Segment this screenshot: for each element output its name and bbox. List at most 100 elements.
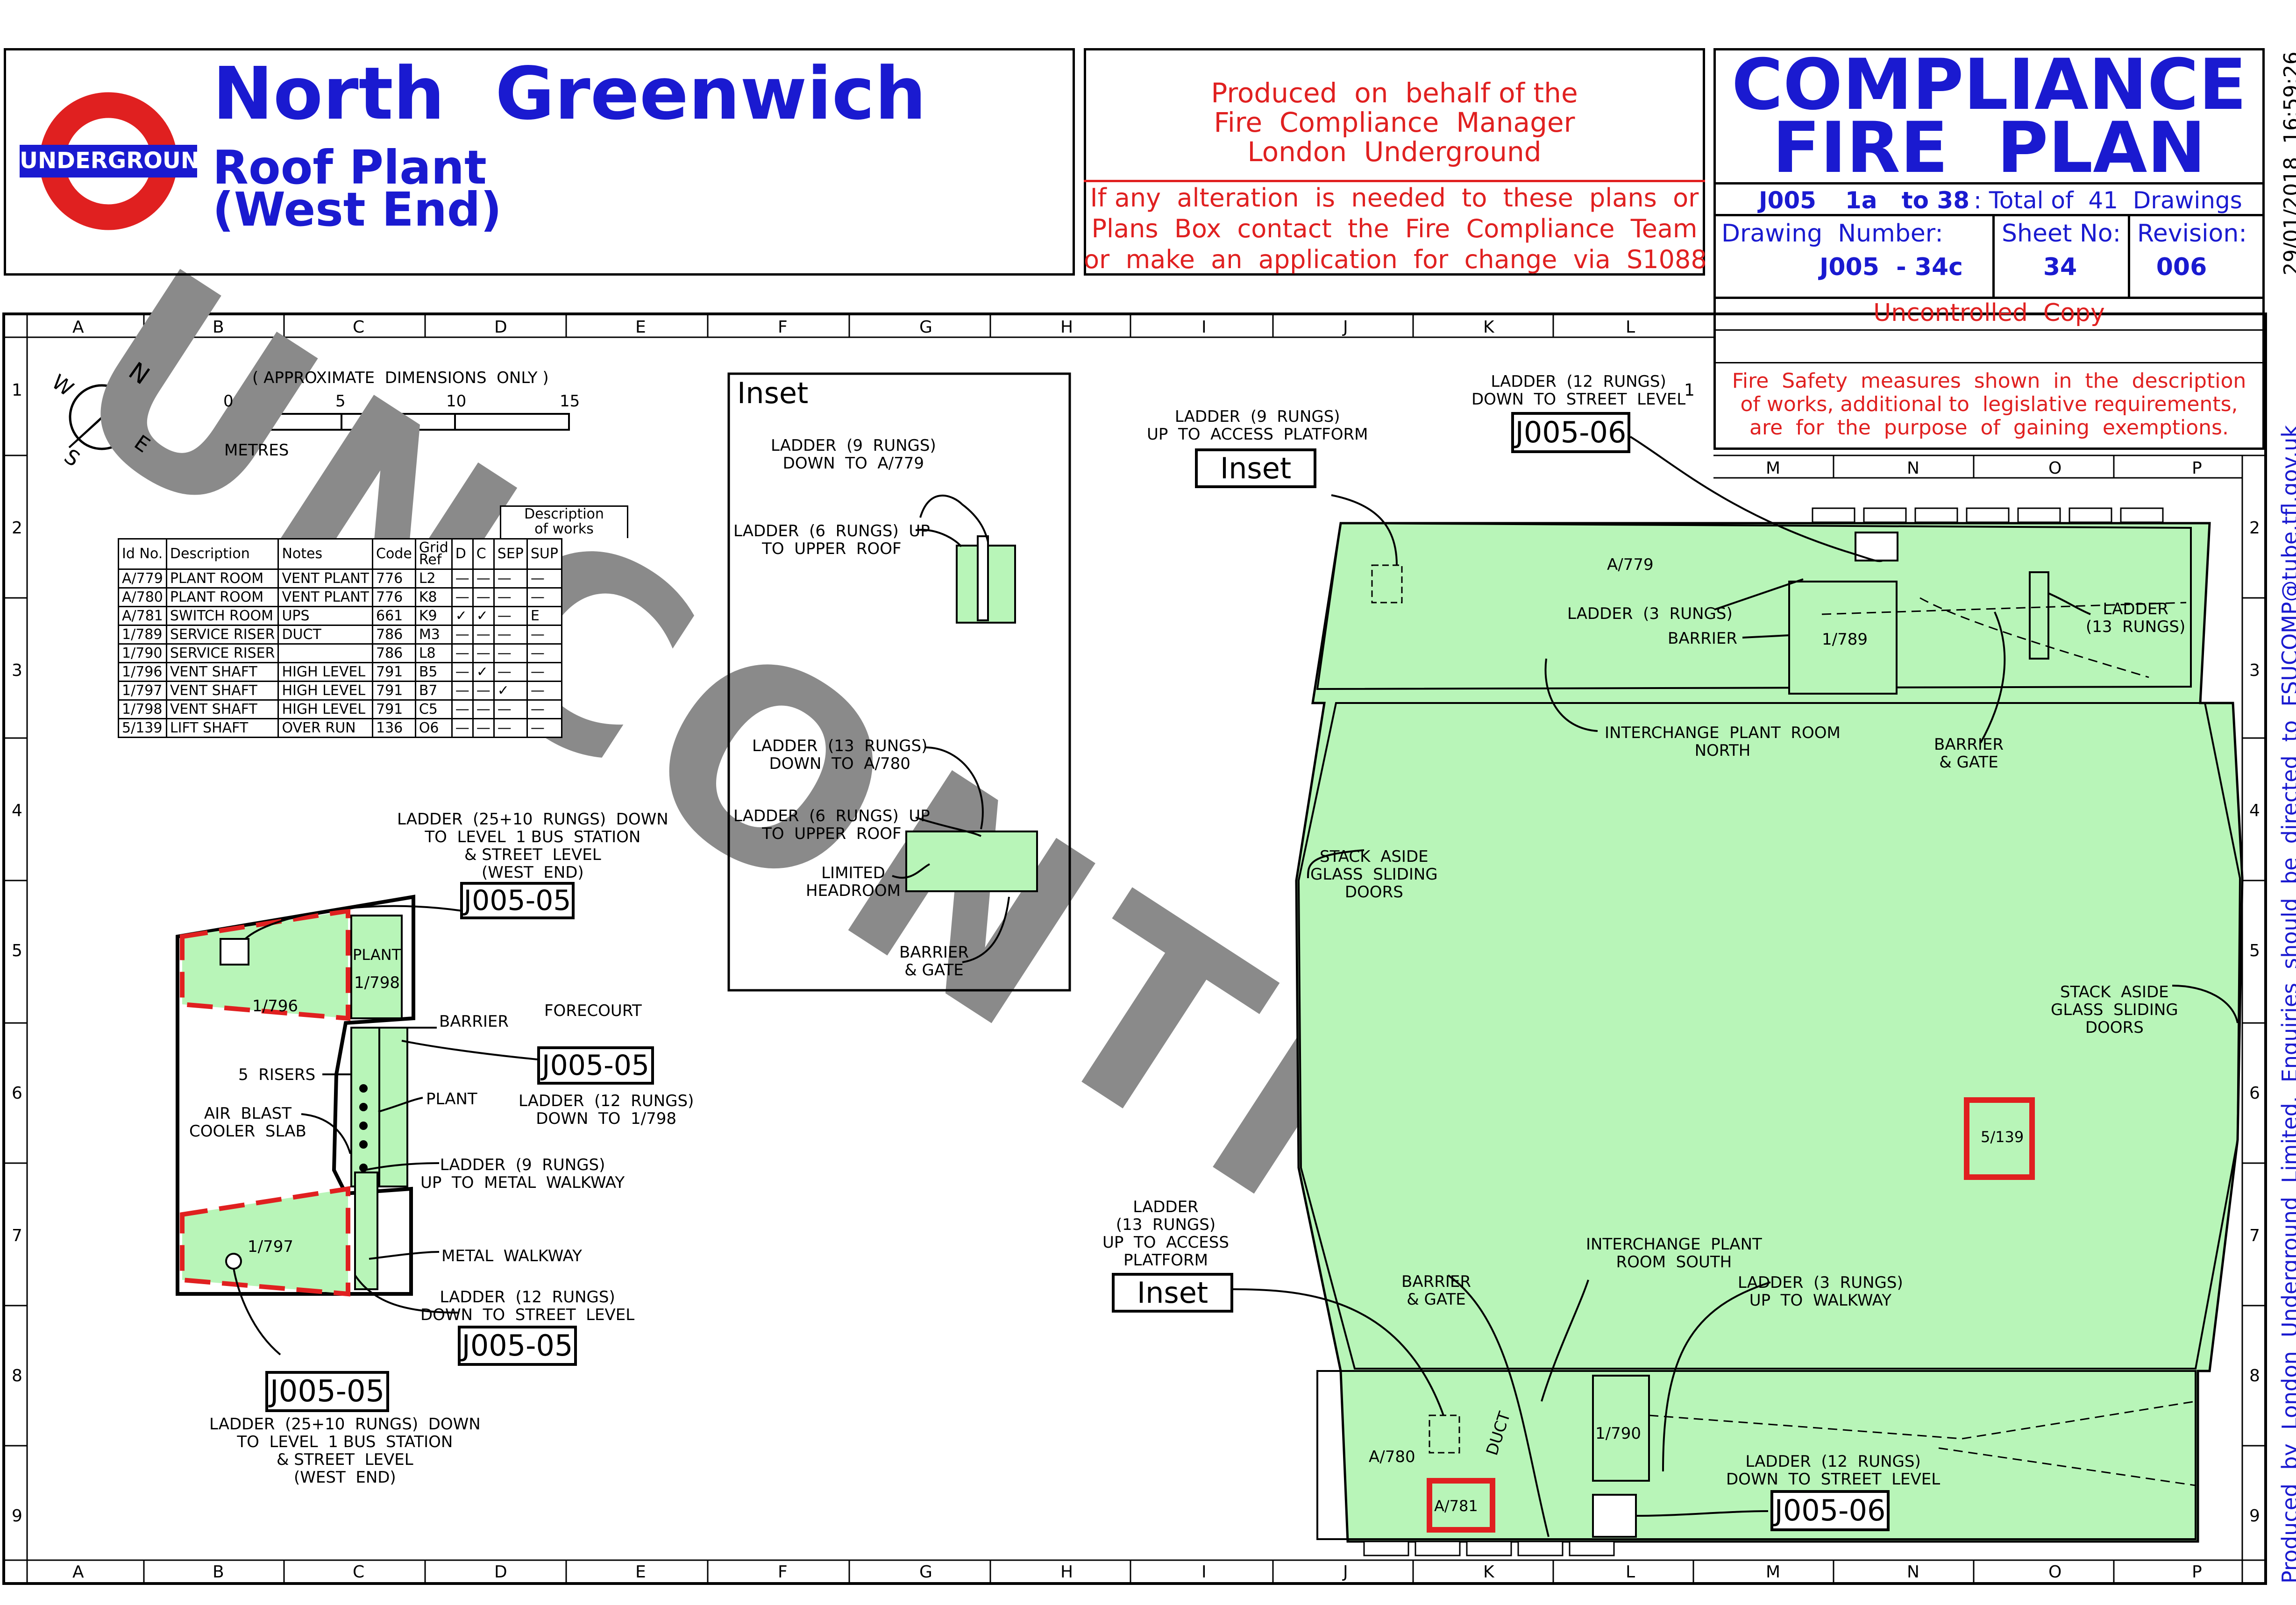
inset-details xyxy=(892,494,1038,963)
grid-row-right-8: 8 xyxy=(2249,1366,2260,1385)
table-cell: — xyxy=(472,568,495,589)
table-cell: — xyxy=(451,587,474,607)
revision-number: 006 xyxy=(2156,253,2207,281)
grid-row-left-6: 6 xyxy=(12,1084,22,1103)
subtitle-line2: (West End) xyxy=(213,182,502,237)
table-cell: VENT SHAFT xyxy=(165,662,279,682)
plan-title-block xyxy=(1713,48,2265,450)
table-cell: A/779 xyxy=(118,568,167,589)
description-header: Description of works xyxy=(500,505,628,538)
produced-block xyxy=(1084,48,1705,276)
ref-j005-06-bottom[interactable]: J005-06 xyxy=(1770,1490,1890,1531)
table-cell: K8 xyxy=(414,587,453,607)
grid-col-bottom-M: M xyxy=(1766,1562,1781,1582)
series-total: : Total of 41 Drawings xyxy=(1974,187,2242,214)
grid-col-top-E: E xyxy=(635,318,646,337)
inset-limited-headroom: LIMITED HEADROOM xyxy=(806,864,901,900)
sheet-label: Sheet No: xyxy=(2002,220,2121,248)
station-name: North Greenwich xyxy=(213,51,926,136)
air-blast-label: AIR BLAST COOLER SLAB xyxy=(189,1104,306,1141)
drawing-number: J005 - 34c xyxy=(1820,253,1963,281)
grid-col-top-I: I xyxy=(1201,318,1207,337)
room-1-790: 1/790 xyxy=(1595,1424,1641,1443)
title-vdiv-1 xyxy=(1992,214,1995,297)
table-cell: VENT SHAFT xyxy=(165,699,279,719)
table-cell: 776 xyxy=(372,587,416,607)
table-cell: — xyxy=(526,699,562,719)
table-cell: 1/798 xyxy=(118,699,167,719)
table-row: A/780 PLANT ROOM VENT PLANT 776 K8— — — — xyxy=(118,587,562,607)
metal-walkway-label: METAL WALKWAY xyxy=(441,1247,582,1265)
scale-tick-15: 15 xyxy=(560,392,580,411)
grid-col-bottom-K: K xyxy=(1483,1562,1494,1582)
table-cell: — xyxy=(493,662,528,682)
table-cell: — xyxy=(526,643,562,663)
grid-col-bottom-C: C xyxy=(353,1562,365,1582)
grid-row-right-2: 2 xyxy=(2249,518,2260,538)
table-cell: — xyxy=(526,587,562,607)
grid-col-top-D: D xyxy=(494,318,507,337)
inset-ladder-6-bottom: LADDER (6 RUNGS) UP TO UPPER ROOF xyxy=(733,807,930,843)
room-a-781: A/781 xyxy=(1434,1497,1478,1515)
barrier-gate-north: BARRIER & GATE xyxy=(1934,735,2004,772)
grid-col-bottom-P: P xyxy=(2192,1562,2202,1582)
scale-tick-0: 0 xyxy=(223,392,234,411)
grid-col-bottom-I: I xyxy=(1201,1562,1207,1582)
ref-j005-06-top[interactable]: J005-06 xyxy=(1511,412,1630,453)
produced-divider xyxy=(1084,180,1705,182)
ladder-13-east: LADDER (13 RUNGS) xyxy=(2086,600,2186,636)
table-cell: 661 xyxy=(372,606,416,626)
title-block-station xyxy=(4,48,1075,276)
table-cell: — xyxy=(451,625,474,645)
interchange-north-label: INTERCHANGE PLANT ROOM NORTH xyxy=(1605,724,1841,760)
table-cell: 136 xyxy=(372,718,416,738)
table-cell: 5/139 xyxy=(118,718,167,738)
table-cell: SERVICE RISER xyxy=(165,625,279,645)
stack-aside-right: STACK ASIDE GLASS SLIDING DOORS xyxy=(2051,983,2178,1037)
forecourt-label: FORECOURT xyxy=(544,1001,642,1020)
table-cell: ✓ xyxy=(451,606,474,626)
table-header-cell: D xyxy=(451,538,474,570)
table-cell: — xyxy=(472,625,495,645)
table-header-cell: Code xyxy=(372,538,416,570)
table-cell: — xyxy=(493,718,528,738)
table-cell: — xyxy=(472,718,495,738)
lift-5-139: 5/139 xyxy=(1981,1128,2024,1146)
ref-j005-05-top[interactable]: J005-05 xyxy=(460,882,575,919)
table-header-cell: SEP xyxy=(493,538,528,570)
ladder-13-access: LADDER (13 RUNGS) UP TO ACCESS PLATFORM xyxy=(1102,1198,1229,1270)
table-cell: VENT SHAFT xyxy=(165,681,279,701)
plan-title-line1: COMPLIANCE xyxy=(1731,44,2247,126)
ladder-12-to-798: LADDER (12 RUNGS) DOWN TO 1/798 xyxy=(519,1092,694,1128)
table-row: A/781 SWITCH ROOM UPS 661 K9 ✓ ✓ — E xyxy=(118,606,562,626)
sheet-number: 34 xyxy=(2043,253,2077,281)
table-cell: C5 xyxy=(414,699,453,719)
table-cell: — xyxy=(526,681,562,701)
inset-ladder-9: LADDER (9 RUNGS) DOWN TO A/779 xyxy=(771,436,936,473)
ref-j005-05-right[interactable]: J005-05 xyxy=(458,1326,577,1366)
produced-line2: Fire Compliance Manager xyxy=(1214,107,1575,138)
table-cell: A/780 xyxy=(118,587,167,607)
table-cell: — xyxy=(451,568,474,589)
table-cell: UPS xyxy=(277,606,373,626)
table-cell: SERVICE RISER xyxy=(165,643,279,663)
grid-col-bottom-A: A xyxy=(72,1562,84,1582)
room-1-789: 1/789 xyxy=(1822,630,1868,649)
grid-col-bottom-J: J xyxy=(1343,1562,1348,1582)
fire-safety-line2: of works, additional to legislative requ… xyxy=(1740,392,2238,416)
produced-line3: London Underground xyxy=(1247,136,1542,168)
series-code: J005 xyxy=(1759,187,1816,214)
inset-ref-bottom[interactable]: Inset xyxy=(1112,1273,1233,1313)
table-header-cell: Notes xyxy=(277,538,373,570)
table-header-cell: SUP xyxy=(526,538,562,570)
table-cell: 791 xyxy=(372,662,416,682)
table-cell: L8 xyxy=(414,643,453,663)
inset-ladder-6-top: LADDER (6 RUNGS) UP TO UPPER ROOF xyxy=(733,522,930,558)
scale-unit: METRES xyxy=(224,441,289,460)
grid-row-left-3: 3 xyxy=(12,661,22,680)
inset-ref-top[interactable]: Inset xyxy=(1195,448,1316,488)
uncontrolled-copy: Uncontrolled Copy xyxy=(1873,299,2105,327)
ref-j005-05-bottom[interactable]: J005-05 xyxy=(265,1371,389,1412)
ref-j005-05-mid[interactable]: J005-05 xyxy=(537,1046,654,1085)
